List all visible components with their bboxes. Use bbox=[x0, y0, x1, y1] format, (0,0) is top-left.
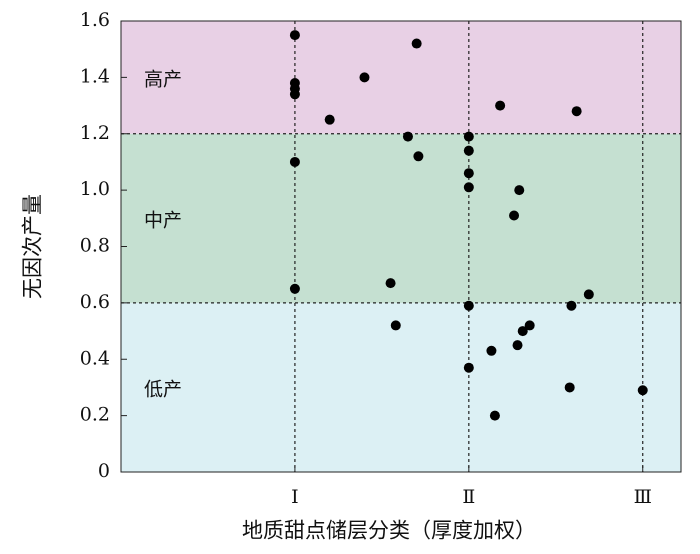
data-point-17 bbox=[463, 300, 474, 311]
data-point-31 bbox=[637, 385, 648, 396]
y-tick-label-7: 1.4 bbox=[80, 65, 110, 87]
y-tick-label-4: 0.8 bbox=[80, 235, 110, 257]
data-points bbox=[289, 30, 648, 421]
y-tick-label-1: 0.2 bbox=[80, 404, 110, 426]
x-tick-label-2: Ⅲ bbox=[634, 486, 652, 508]
data-point-25 bbox=[517, 326, 528, 337]
data-point-13 bbox=[463, 131, 474, 142]
data-point-30 bbox=[583, 289, 594, 300]
data-point-0 bbox=[289, 30, 300, 41]
data-point-8 bbox=[385, 278, 396, 289]
y-tick-label-8: 1.6 bbox=[80, 9, 110, 31]
data-point-18 bbox=[463, 362, 474, 373]
data-point-7 bbox=[359, 72, 370, 83]
data-point-5 bbox=[289, 283, 300, 294]
x-axis-title: 地质甜点储层分类（厚度加权） bbox=[242, 519, 536, 543]
data-point-22 bbox=[509, 210, 520, 221]
y-axis: 0 0.2 0.4 0.6 0.8 1.0 1.2 1.4 1.6 bbox=[80, 9, 127, 482]
data-point-11 bbox=[411, 38, 422, 49]
y-tick-label-0: 0 bbox=[98, 460, 110, 482]
data-point-29 bbox=[571, 106, 582, 117]
y-tick-label-2: 0.4 bbox=[80, 347, 110, 369]
data-point-9 bbox=[390, 320, 401, 331]
zone-band-0 bbox=[121, 302, 681, 472]
data-point-6 bbox=[324, 114, 335, 125]
data-point-21 bbox=[495, 100, 506, 111]
x-axis: Ⅰ Ⅱ Ⅲ bbox=[291, 466, 652, 508]
data-point-3 bbox=[289, 89, 300, 100]
zone-band-1 bbox=[121, 133, 681, 303]
data-point-10 bbox=[402, 131, 413, 142]
data-point-16 bbox=[463, 182, 474, 193]
data-point-14 bbox=[463, 145, 474, 156]
data-point-27 bbox=[564, 382, 575, 393]
y-tick-label-6: 1.2 bbox=[80, 122, 110, 144]
data-point-28 bbox=[566, 300, 577, 311]
zone-label-2: 高产 bbox=[144, 68, 182, 90]
zone-bands bbox=[121, 21, 681, 472]
data-point-12 bbox=[413, 151, 424, 162]
zone-label-0: 低产 bbox=[144, 378, 182, 400]
zone-label-1: 中产 bbox=[144, 209, 182, 231]
y-axis-title: 无因次产量 bbox=[21, 194, 45, 299]
data-point-24 bbox=[514, 185, 525, 196]
data-point-26 bbox=[524, 320, 535, 331]
x-tick-label-1: Ⅱ bbox=[462, 486, 475, 508]
x-tick-label-0: Ⅰ bbox=[291, 486, 299, 508]
y-tick-label-3: 0.6 bbox=[80, 291, 110, 313]
zone-band-2 bbox=[121, 21, 681, 134]
data-point-23 bbox=[512, 340, 523, 351]
data-point-19 bbox=[486, 345, 497, 356]
data-point-20 bbox=[489, 410, 500, 421]
y-tick-label-5: 1.0 bbox=[80, 178, 110, 200]
data-point-15 bbox=[463, 168, 474, 179]
data-point-4 bbox=[289, 156, 300, 167]
